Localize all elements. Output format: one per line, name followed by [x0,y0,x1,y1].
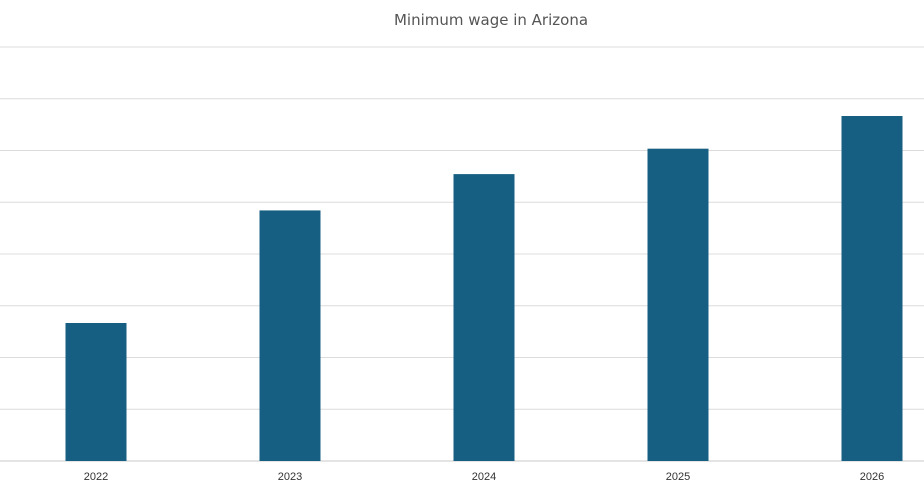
bar-2025[interactable] [647,148,709,461]
x-tick-label-2025: 2025 [666,471,690,483]
bars [65,116,903,461]
x-tick-label-2023: 2023 [278,471,302,483]
bar-2026[interactable] [841,116,903,461]
x-axis-tick-labels: 2022 2023 2024 2025 2026 [84,471,884,483]
x-tick-label-2026: 2026 [860,471,884,483]
bar-2023[interactable] [259,210,321,461]
chart-title: Minimum wage in Arizona [394,11,588,29]
x-tick-label-2022: 2022 [84,471,108,483]
x-tick-label-2024: 2024 [472,471,496,483]
bar-2022[interactable] [65,323,127,461]
bar-2024[interactable] [453,174,515,461]
